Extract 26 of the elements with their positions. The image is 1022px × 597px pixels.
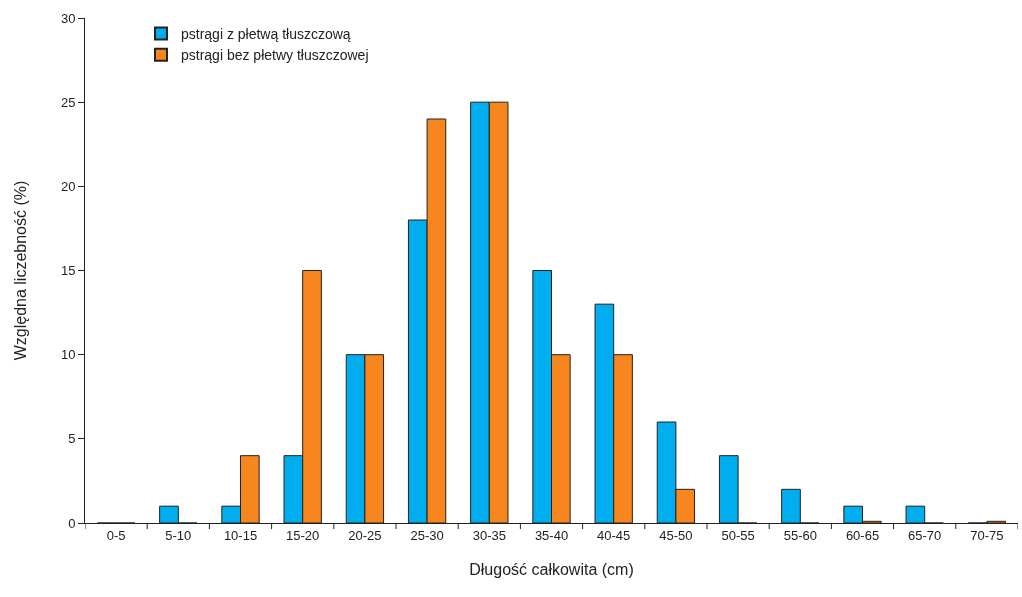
legend-label: pstrągi bez płetwy tłuszczowej — [180, 47, 369, 64]
y-tick-label: 5 — [68, 431, 76, 447]
y-tick-label: 30 — [60, 10, 76, 26]
legend-label: pstrągi z płetwą tłuszczową — [180, 26, 351, 43]
y-tick-label: 15 — [60, 263, 76, 279]
x-tick-label: 10-15 — [223, 527, 258, 543]
x-tick-label: 0-5 — [106, 527, 126, 543]
x-tick-label: 70-75 — [970, 527, 1004, 543]
x-tick-label: 65-70 — [908, 527, 942, 543]
y-tick-label: 0 — [68, 515, 76, 531]
x-tick-label: 35-40 — [534, 527, 569, 543]
x-tick-label: 50-55 — [721, 527, 755, 543]
x-tick-label: 15-20 — [286, 527, 320, 543]
y-tick-label: 10 — [60, 347, 76, 363]
x-tick-label: 25-30 — [410, 527, 444, 543]
x-tick-label: 40-45 — [597, 527, 631, 543]
x-axis-title: Długość całkowita (cm) — [469, 561, 634, 579]
x-tick-label: 60-65 — [845, 527, 880, 543]
x-tick-label: 55-60 — [783, 527, 817, 543]
y-tick-label: 25 — [60, 94, 76, 110]
x-tick-label: 30-35 — [472, 527, 506, 543]
x-tick-label: 45-50 — [659, 527, 693, 543]
y-tick-label: 20 — [60, 178, 76, 194]
x-tick-label: 20-25 — [348, 527, 382, 543]
y-axis-title: Względna liczebność (%) — [11, 180, 29, 361]
x-tick-label: 5-10 — [165, 527, 192, 543]
